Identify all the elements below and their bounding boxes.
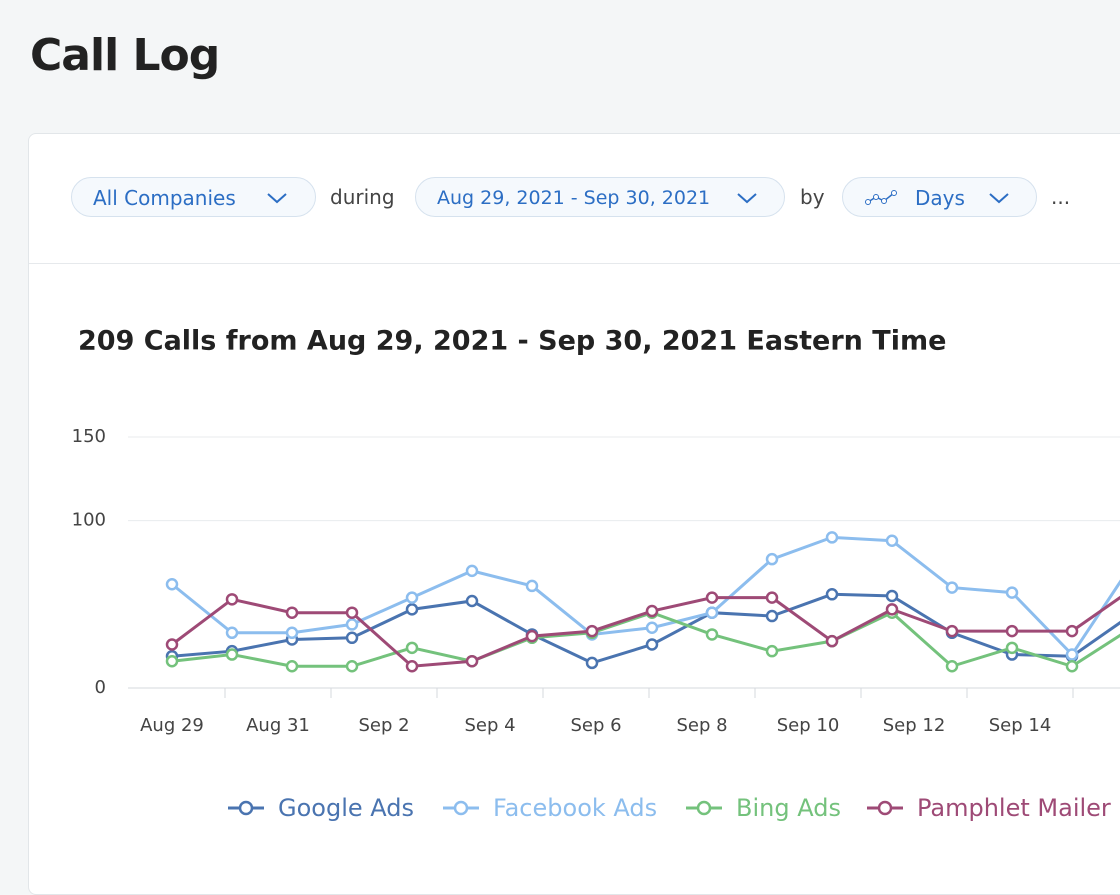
data-point (945, 581, 959, 594)
data-point (645, 621, 659, 635)
line-icon (865, 190, 897, 205)
data-point (285, 626, 299, 640)
data-point (645, 638, 659, 651)
data-point (525, 629, 539, 643)
company-filter[interactable]: All Companies (71, 177, 316, 217)
during-label: during (330, 185, 395, 209)
chevron (989, 193, 1009, 204)
x-tick-label: Aug 29 (140, 715, 204, 736)
data-point (1065, 659, 1079, 673)
page-title: Call Log (30, 30, 220, 81)
data-point (825, 634, 839, 648)
chart-title: 209 Calls from Aug 29, 2021 - Sep 30, 20… (78, 326, 946, 357)
data-point (225, 648, 239, 661)
data-point (825, 588, 839, 601)
data-point (585, 624, 599, 638)
legend-item: Bing Ads (686, 794, 841, 822)
data-point (945, 659, 959, 673)
x-tick-label: Sep 6 (570, 715, 621, 736)
data-point (165, 654, 179, 668)
interval-text: Days (915, 186, 965, 210)
x-tick-label: Sep 12 (883, 715, 946, 736)
data-point (1005, 586, 1019, 599)
data-point (345, 631, 359, 645)
data-point (345, 606, 359, 619)
data-point (465, 654, 479, 668)
y-tick-label: 100 (72, 510, 106, 531)
legend-label: Bing Ads (736, 794, 841, 822)
data-point (225, 626, 239, 640)
data-point (225, 593, 239, 606)
data-point (765, 609, 779, 623)
data-point (405, 659, 419, 673)
x-tick-label: Sep 4 (464, 715, 515, 736)
legend-label: Google Ads (278, 794, 414, 822)
data-point (345, 659, 359, 673)
data-point (345, 618, 359, 631)
data-point (1005, 641, 1019, 655)
series-line (171, 535, 1120, 657)
x-tick-label: Aug 31 (246, 715, 310, 736)
data-point (405, 603, 419, 616)
legend-swatch-dot (877, 800, 893, 816)
data-point (465, 564, 479, 578)
by-label: by (800, 185, 825, 209)
data-point (525, 579, 539, 593)
card: All Companies during Aug 29, 2021 - Sep … (28, 133, 1120, 895)
data-point (885, 603, 899, 616)
data-point (165, 638, 179, 651)
legend-label: Pamphlet Mailer (917, 794, 1111, 822)
legend-item: Pamphlet Mailer (867, 794, 1111, 822)
page: Call Log All Companies during Aug 29, 20… (28, 30, 1120, 895)
data-point (705, 628, 719, 641)
data-point (1065, 648, 1079, 661)
chevron (267, 193, 287, 204)
date-filter[interactable]: Aug 29, 2021 - Sep 30, 2021 (415, 177, 785, 217)
y-tick-label: 0 (95, 677, 106, 698)
company-text: All Companies (93, 186, 236, 210)
x-tick-label: Sep 14 (989, 715, 1052, 736)
legend-item: Google Ads (228, 794, 414, 822)
data-point (765, 644, 779, 658)
data-point (405, 591, 419, 604)
data-point (1005, 624, 1019, 638)
x-tick-label: Sep 2 (358, 715, 409, 736)
legend-swatch-dot (453, 800, 469, 816)
data-point (765, 552, 779, 566)
data-point (645, 604, 659, 618)
x-tick-label: Sep 8 (676, 715, 727, 736)
data-point (945, 624, 959, 638)
date-text: Aug 29, 2021 - Sep 30, 2021 (437, 187, 711, 209)
x-tick-label: Sep 10 (777, 715, 840, 736)
data-point (585, 656, 599, 670)
chevron (737, 193, 757, 204)
legend-swatch-dot (696, 800, 712, 816)
interval-filter[interactable]: Days (842, 177, 1037, 217)
data-point (705, 591, 719, 604)
legend-label: Facebook Ads (493, 794, 657, 822)
data-point (765, 591, 779, 604)
data-point (1065, 624, 1079, 638)
y-tick-label: 150 (72, 426, 106, 447)
divider (29, 263, 1120, 264)
data-point (885, 589, 899, 603)
data-point (285, 659, 299, 673)
data-point (285, 606, 299, 619)
data-point (165, 578, 179, 591)
data-point (405, 641, 419, 655)
more-button[interactable]: ... (1051, 185, 1071, 209)
data-point (885, 534, 899, 547)
data-point (705, 606, 719, 619)
legend-item: Facebook Ads (443, 794, 657, 822)
legend-swatch-dot (238, 800, 254, 816)
data-point (465, 594, 479, 608)
chart: 209 Calls from Aug 29, 2021 - Sep 30, 20… (72, 326, 1120, 822)
data-point (825, 531, 839, 544)
